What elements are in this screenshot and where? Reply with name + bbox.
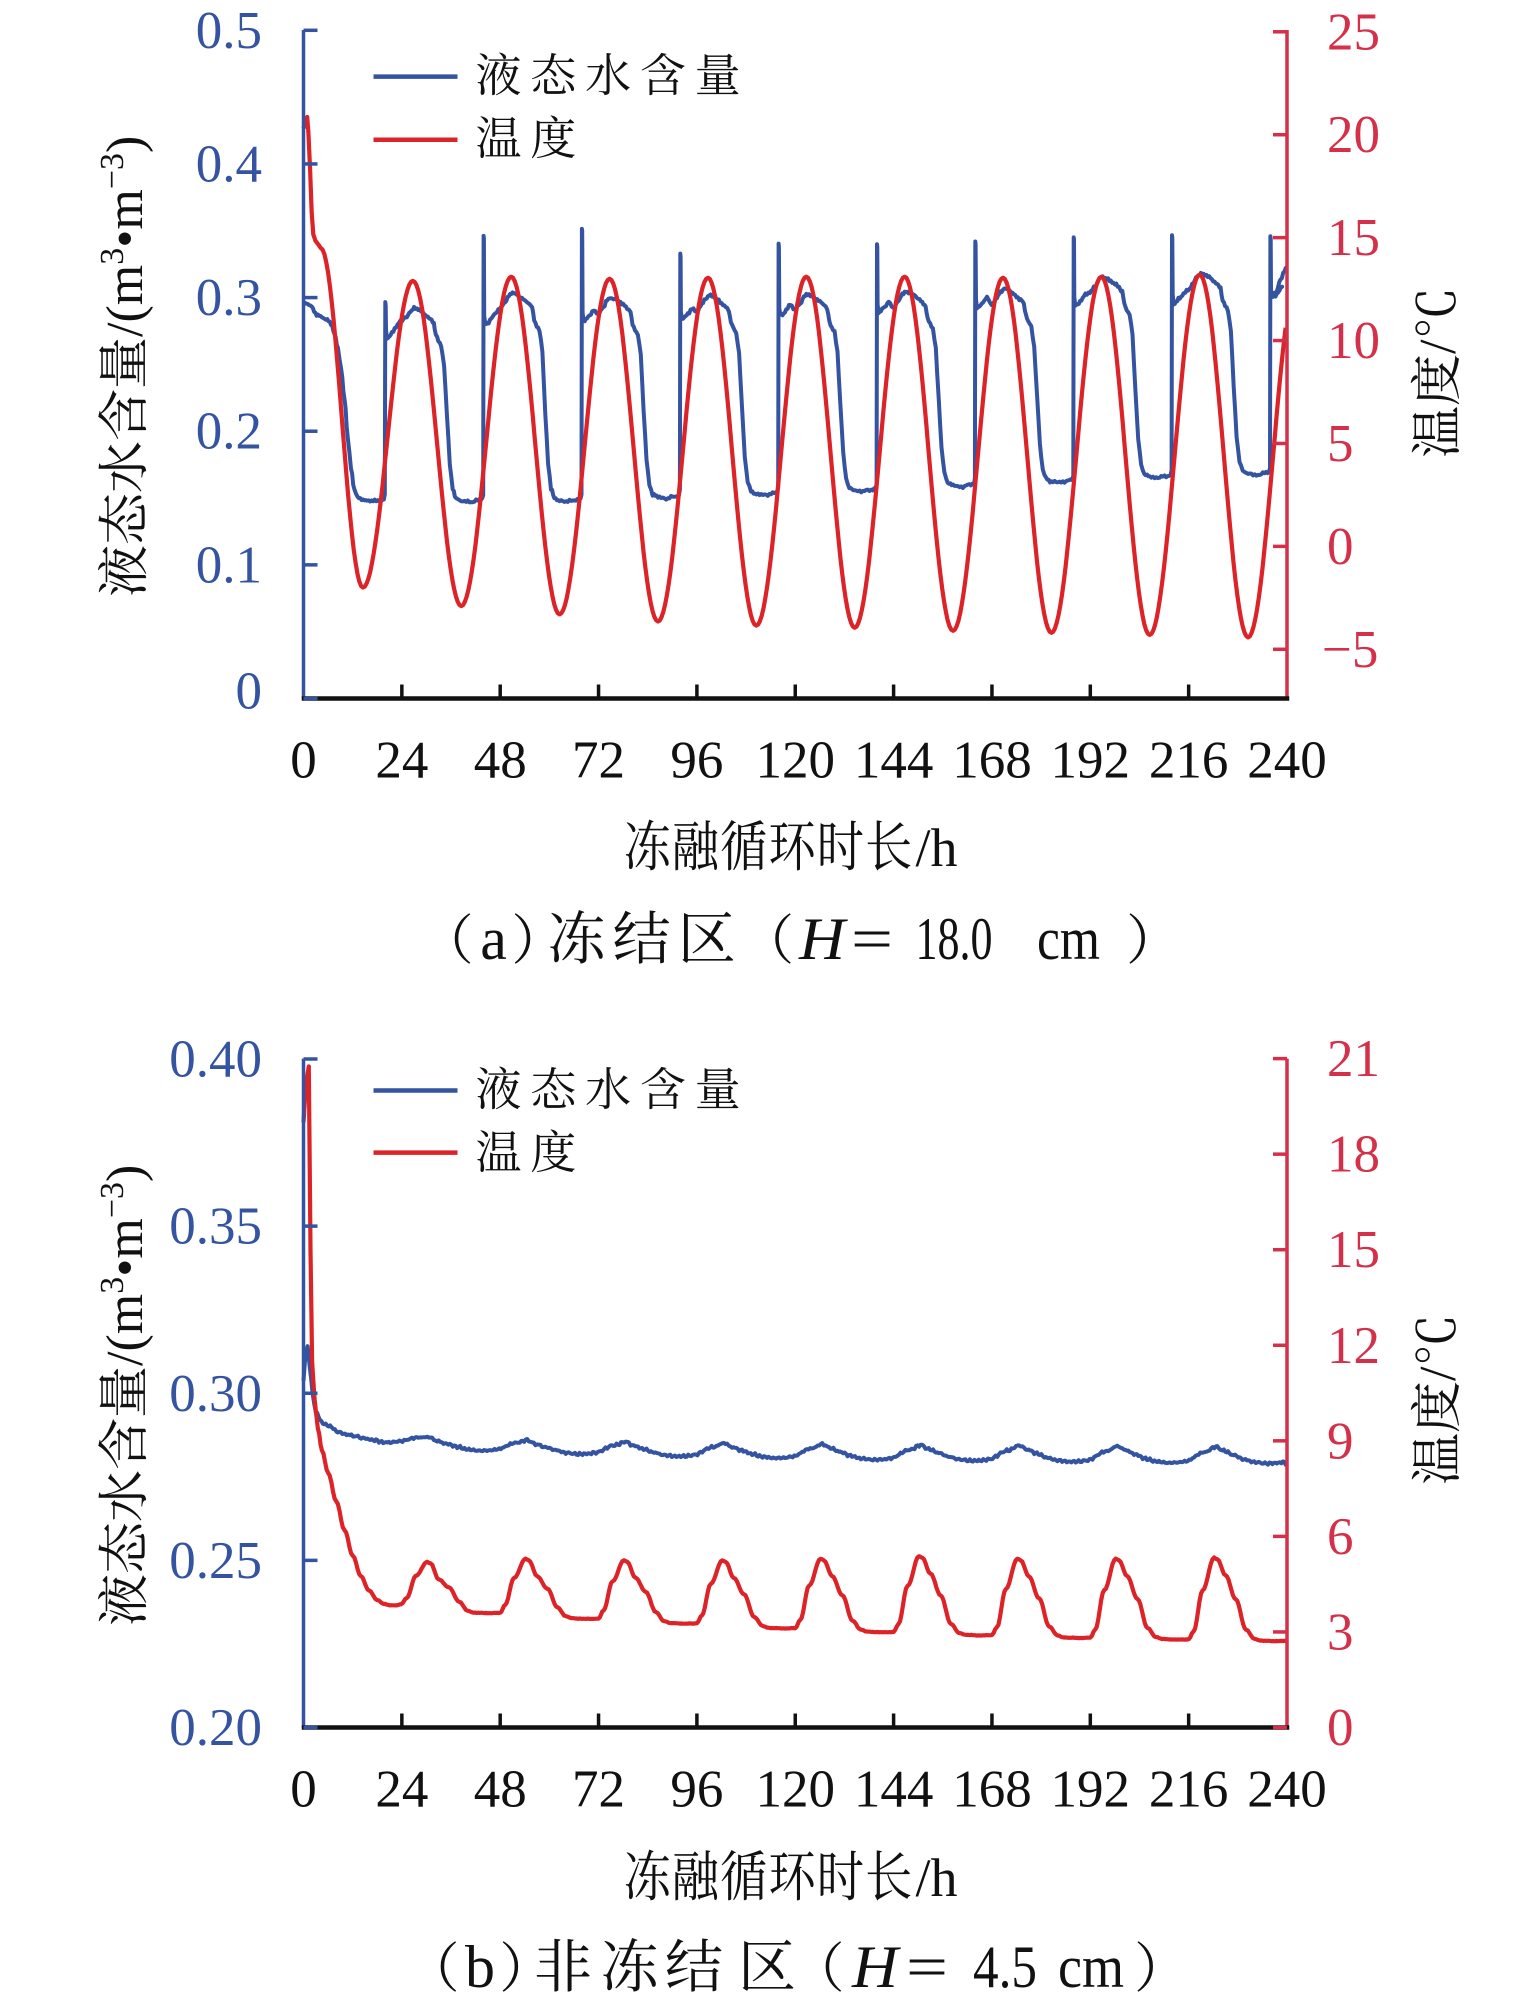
svg-text:0.30: 0.30 [169, 1365, 262, 1423]
svg-text:6: 6 [1327, 1508, 1354, 1566]
svg-text:24: 24 [375, 1761, 428, 1819]
svg-text:/: / [1410, 339, 1467, 354]
svg-text:=: = [851, 906, 893, 972]
svg-text:10: 10 [1327, 312, 1380, 370]
svg-text:240: 240 [1247, 732, 1327, 790]
svg-text:cm: cm [1058, 1934, 1124, 2000]
svg-text:0.5: 0.5 [196, 2, 262, 60]
svg-text:20: 20 [1327, 106, 1380, 164]
svg-text:0.35: 0.35 [169, 1198, 262, 1256]
svg-text:72: 72 [572, 1761, 625, 1819]
svg-text:0.20: 0.20 [169, 1699, 262, 1757]
svg-text:0: 0 [1327, 1699, 1354, 1757]
svg-text:48: 48 [474, 1761, 527, 1819]
svg-text:/: / [1410, 1366, 1467, 1381]
svg-text:24: 24 [375, 732, 428, 790]
svg-text:96: 96 [670, 1761, 723, 1819]
svg-text:168: 168 [952, 1761, 1032, 1819]
svg-text:15: 15 [1327, 1221, 1380, 1279]
svg-text:144: 144 [854, 1761, 934, 1819]
svg-text:0.1: 0.1 [196, 536, 262, 594]
svg-text:5: 5 [1327, 415, 1354, 473]
svg-text:0: 0 [236, 663, 263, 721]
svg-text:4.5: 4.5 [973, 1934, 1037, 2000]
svg-text:216: 216 [1149, 732, 1229, 790]
svg-text:0.40: 0.40 [169, 1031, 262, 1089]
svg-text:9: 9 [1327, 1412, 1354, 1470]
svg-text:192: 192 [1051, 732, 1131, 790]
svg-text:0.2: 0.2 [196, 403, 262, 461]
svg-text:240: 240 [1247, 1761, 1327, 1819]
svg-text:0: 0 [290, 732, 317, 790]
svg-text:3: 3 [1327, 1603, 1354, 1661]
svg-text:216: 216 [1149, 1761, 1229, 1819]
svg-text:0.4: 0.4 [196, 135, 262, 193]
svg-text:cm: cm [1037, 906, 1100, 972]
svg-text:25: 25 [1327, 3, 1380, 61]
svg-text:0: 0 [1327, 518, 1354, 576]
svg-text:15: 15 [1327, 209, 1380, 267]
svg-text:21: 21 [1327, 1030, 1380, 1088]
svg-text:168: 168 [952, 732, 1032, 790]
svg-text:18: 18 [1327, 1126, 1380, 1184]
svg-text:120: 120 [756, 732, 836, 790]
svg-text:H: H [851, 1934, 902, 2000]
svg-text:18.0: 18.0 [916, 906, 993, 972]
svg-text:0: 0 [290, 1761, 317, 1819]
svg-text:0.3: 0.3 [196, 269, 262, 327]
svg-text:a: a [480, 906, 507, 972]
svg-text:96: 96 [670, 732, 723, 790]
svg-text:192: 192 [1051, 1761, 1131, 1819]
svg-text:−5: −5 [1322, 621, 1378, 679]
svg-text:0.25: 0.25 [169, 1532, 262, 1590]
svg-text:/h: /h [916, 1848, 958, 1908]
svg-text:48: 48 [474, 732, 527, 790]
svg-text:b: b [465, 1934, 495, 2000]
svg-text:/h: /h [916, 818, 958, 878]
svg-text:=: = [906, 1934, 948, 2000]
svg-text:72: 72 [572, 732, 625, 790]
svg-text:H: H [798, 906, 849, 972]
svg-text:144: 144 [854, 732, 934, 790]
svg-text:12: 12 [1327, 1317, 1380, 1375]
svg-text:120: 120 [756, 1761, 836, 1819]
